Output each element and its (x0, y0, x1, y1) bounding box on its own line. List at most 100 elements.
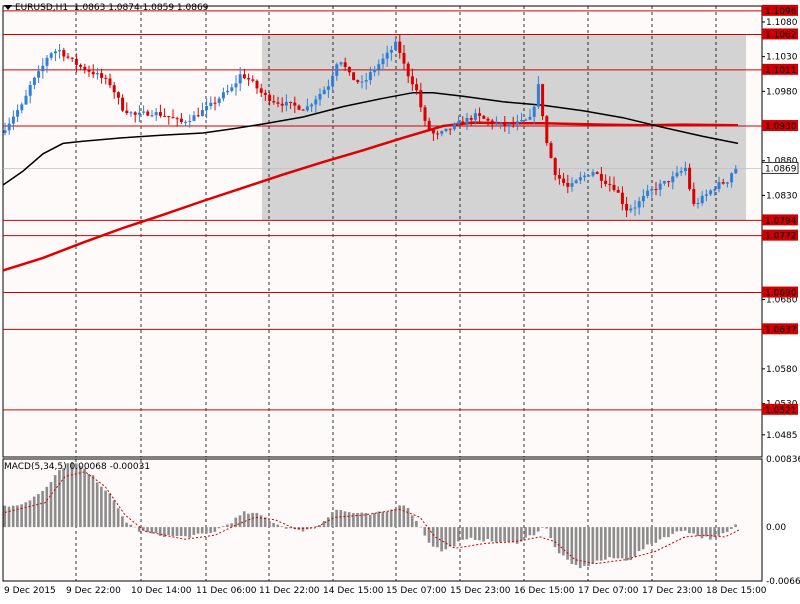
macd-bar (448, 527, 452, 547)
macd-bar (717, 527, 721, 536)
candle-body (347, 66, 351, 73)
macd-bar (100, 486, 103, 528)
level-tag-label: 1.0690 (765, 289, 797, 299)
macd-bar (364, 512, 368, 528)
macd-bar (37, 494, 40, 528)
macd-bar (24, 502, 28, 528)
candle-body (331, 75, 335, 87)
macd-bar (700, 527, 704, 539)
macd-bar (238, 515, 242, 528)
macd-bar (646, 527, 649, 545)
candle-body (200, 110, 204, 117)
macd-bar (381, 511, 385, 528)
candle-body (536, 84, 540, 107)
candle-body (650, 189, 654, 191)
candle-body (587, 175, 591, 177)
macd-bar (167, 527, 170, 536)
macd-bar (574, 527, 578, 565)
macd-bar (150, 527, 154, 534)
macd-bar (255, 512, 259, 528)
candle-body (45, 57, 49, 66)
candle-body (688, 167, 692, 190)
candle-body (322, 89, 326, 94)
candle-body (671, 176, 675, 183)
macd-bar (221, 526, 225, 528)
candle-body (385, 52, 389, 59)
macd-bar (41, 490, 44, 528)
macd-bar (385, 511, 389, 528)
macd-header: MACD(5,34,5) 0.00068 -0.00031 (4, 462, 150, 472)
candle-body (221, 92, 225, 99)
candle-body (494, 123, 498, 125)
macd-bar (536, 527, 540, 532)
candle-body (377, 64, 381, 70)
macd-bar (188, 527, 191, 538)
macd-bar (95, 482, 99, 528)
candle-body (599, 173, 603, 181)
macd-bar (163, 527, 166, 538)
macd-bar (545, 527, 548, 529)
level-tag-box (762, 4, 798, 16)
candle-body (478, 113, 482, 116)
candle-body (108, 78, 112, 86)
macd-histogram (3, 462, 737, 569)
candle-body (398, 41, 402, 53)
candle-body (415, 84, 419, 91)
level-tag-box (762, 214, 798, 226)
candle-body (70, 57, 74, 59)
level-tag-label: 1.1011 (765, 66, 797, 76)
candle-body (276, 102, 280, 104)
macd-bar (289, 527, 292, 529)
candle-body (545, 116, 549, 144)
candle-body (142, 111, 146, 113)
level-tag-label: 1.0794 (765, 216, 797, 226)
chart-header: EURUSD,H1 1.0863 1.0874 1.0859 1.0869 (4, 3, 208, 13)
macd-bar (125, 522, 128, 528)
candle-body (53, 51, 57, 54)
candle-body (167, 116, 171, 118)
candle-body (58, 50, 62, 52)
time-label: 17 Dec 23:00 (642, 586, 703, 596)
macd-bar (423, 527, 427, 536)
macd-bar (263, 517, 267, 528)
candle-body (146, 111, 150, 116)
candle-body (704, 194, 708, 196)
time-label: 10 Dec 14:00 (131, 586, 192, 596)
candle-body (562, 178, 566, 183)
price-tick-label: 1.1030 (766, 53, 798, 63)
candle-body (608, 183, 612, 185)
candle-body (318, 93, 322, 100)
candle-body (234, 83, 238, 88)
candle-body (217, 98, 221, 103)
macd-bar (83, 468, 86, 528)
macd-bar (688, 527, 691, 534)
candle-body (226, 90, 230, 93)
macd-bar (234, 517, 238, 528)
candle-body (37, 71, 41, 78)
candle-body (251, 79, 255, 81)
macd-bar (226, 524, 229, 528)
candle-body (209, 102, 213, 107)
candle-body (641, 195, 645, 202)
level-tag-label: 1.1062 (765, 30, 797, 40)
candle-body (205, 106, 209, 111)
candle-body (725, 182, 729, 184)
time-label: 16 Dec 15:00 (514, 586, 575, 596)
candle-body (700, 195, 704, 204)
macd-bar (272, 523, 275, 528)
candle-body (461, 121, 465, 124)
candle-body (692, 189, 696, 204)
macd-tick-label: 0.00 (766, 523, 786, 533)
dropdown-triangle-icon[interactable] (4, 5, 12, 10)
candle-body (297, 105, 301, 110)
macd-bar (709, 527, 712, 540)
macd-bar (671, 527, 674, 534)
candle-body (179, 118, 183, 122)
candle-body (280, 103, 284, 106)
candle-body (310, 104, 314, 107)
candle-body (368, 72, 372, 81)
macd-bar (230, 523, 233, 528)
macd-bar (343, 511, 347, 528)
